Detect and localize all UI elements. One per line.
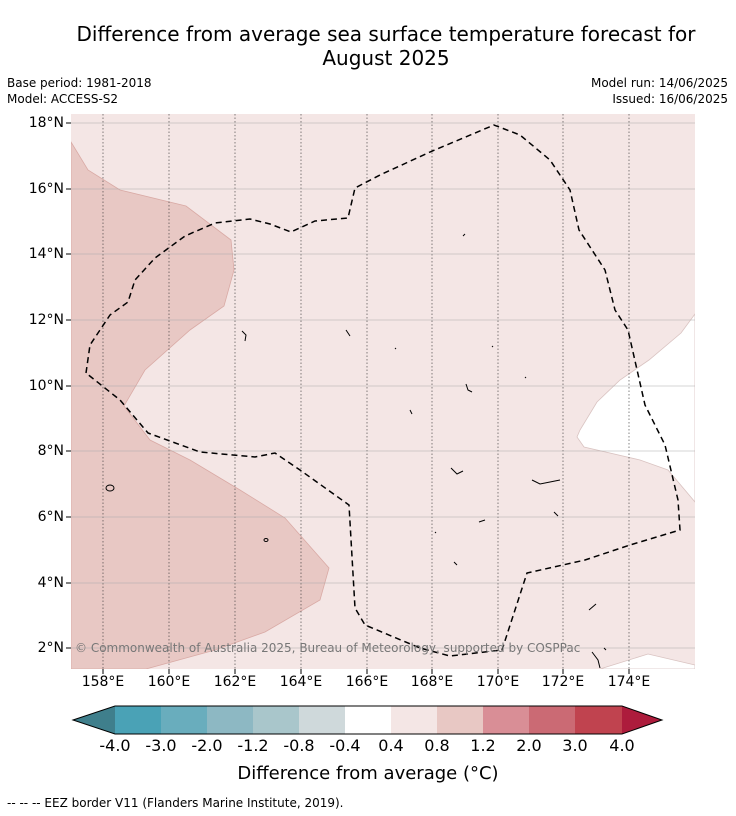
lon-label: 170°E xyxy=(476,674,520,690)
island xyxy=(553,511,559,517)
island xyxy=(603,647,607,651)
lon-label: 162°E xyxy=(213,674,257,690)
island xyxy=(531,479,561,485)
island xyxy=(105,484,115,492)
colorbar-label: -0.8 xyxy=(283,736,315,755)
lat-label: 2°N xyxy=(37,640,64,656)
lon-label: 174°E xyxy=(607,674,651,690)
island xyxy=(591,651,601,669)
lon-label: 168°E xyxy=(410,674,454,690)
island xyxy=(491,345,494,348)
colorbar-segment xyxy=(345,706,391,734)
title-line-2: August 2025 xyxy=(322,46,450,70)
island xyxy=(465,383,473,393)
lat-label: 16°N xyxy=(28,181,64,197)
model-run: Model run: 14/06/2025 xyxy=(590,76,728,90)
eez-border xyxy=(85,124,681,657)
colorbar-label: 0.4 xyxy=(378,736,404,755)
lat-label: 10°N xyxy=(28,378,64,394)
colorbar-label: -1.2 xyxy=(237,736,269,755)
colorbar-extend-high xyxy=(622,706,662,734)
colorbar-label: 1.2 xyxy=(470,736,496,755)
lat-label: 14°N xyxy=(28,246,64,262)
lat-label: 6°N xyxy=(37,509,64,525)
island xyxy=(478,519,486,523)
title-line-1: Difference from average sea surface temp… xyxy=(76,22,696,46)
colorbar-label: 0.8 xyxy=(424,736,450,755)
lat-label: 18°N xyxy=(28,115,64,131)
island xyxy=(453,561,458,566)
lat-label: 4°N xyxy=(37,575,64,591)
island xyxy=(241,330,247,342)
colorbar xyxy=(71,705,664,735)
colorbar-segment xyxy=(299,706,345,734)
chart-title: Difference from average sea surface temp… xyxy=(40,22,732,70)
lat-label: 12°N xyxy=(28,312,64,328)
colorbar-segment xyxy=(253,706,299,734)
colorbar-segment xyxy=(529,706,575,734)
island xyxy=(394,347,397,350)
island xyxy=(450,467,464,475)
anomaly-band-0.8-1.2 xyxy=(71,141,330,669)
colorbar-segment xyxy=(483,706,529,734)
colorbar-segment xyxy=(575,706,622,734)
island xyxy=(263,538,269,542)
colorbar-label: -3.0 xyxy=(145,736,177,755)
colorbar-label: -4.0 xyxy=(99,736,131,755)
colorbar-outline xyxy=(71,705,664,735)
island xyxy=(434,531,437,534)
colorbar-label: -0.4 xyxy=(329,736,361,755)
colorbar-label: 3.0 xyxy=(562,736,588,755)
meta-right: Model run: 14/06/2025 Issued: 16/06/2025 xyxy=(591,75,728,107)
island xyxy=(462,233,466,237)
lon-label: 160°E xyxy=(147,674,191,690)
colorbar-segment xyxy=(437,706,483,734)
islands xyxy=(105,233,607,669)
map-area xyxy=(71,114,695,669)
island xyxy=(588,603,597,611)
colorbar-label: 2.0 xyxy=(516,736,542,755)
lon-label: 166°E xyxy=(345,674,389,690)
colorbar-segment xyxy=(391,706,437,734)
gridlines xyxy=(71,114,695,669)
meta-left: Base period: 1981-2018 Model: ACCESS-S2 xyxy=(7,75,152,107)
colorbar-label: 4.0 xyxy=(609,736,635,755)
island xyxy=(524,376,527,379)
lon-label: 172°E xyxy=(541,674,585,690)
island xyxy=(345,329,351,337)
colorbar-segment xyxy=(207,706,253,734)
colorbar-segment xyxy=(115,706,161,734)
colorbar-segment xyxy=(161,706,207,734)
colorbar-label: -2.0 xyxy=(191,736,223,755)
lon-label: 164°E xyxy=(279,674,323,690)
copyright-notice: © Commonwealth of Australia 2025, Bureau… xyxy=(75,641,581,655)
issued-date: Issued: 16/06/2025 xyxy=(612,92,728,106)
tick-marks xyxy=(66,122,630,674)
colorbar-extend-low xyxy=(73,706,115,734)
colorbar-title: Difference from average (°C) xyxy=(237,763,499,784)
lat-label: 8°N xyxy=(37,443,64,459)
island xyxy=(409,409,413,415)
model-name: Model: ACCESS-S2 xyxy=(7,92,119,106)
anomaly-band-neutral-south xyxy=(599,653,695,669)
base-period: Base period: 1981-2018 xyxy=(7,76,152,90)
eez-footnote: -- -- -- EEZ border V11 (Flanders Marine… xyxy=(7,796,344,810)
lon-label: 158°E xyxy=(81,674,125,690)
